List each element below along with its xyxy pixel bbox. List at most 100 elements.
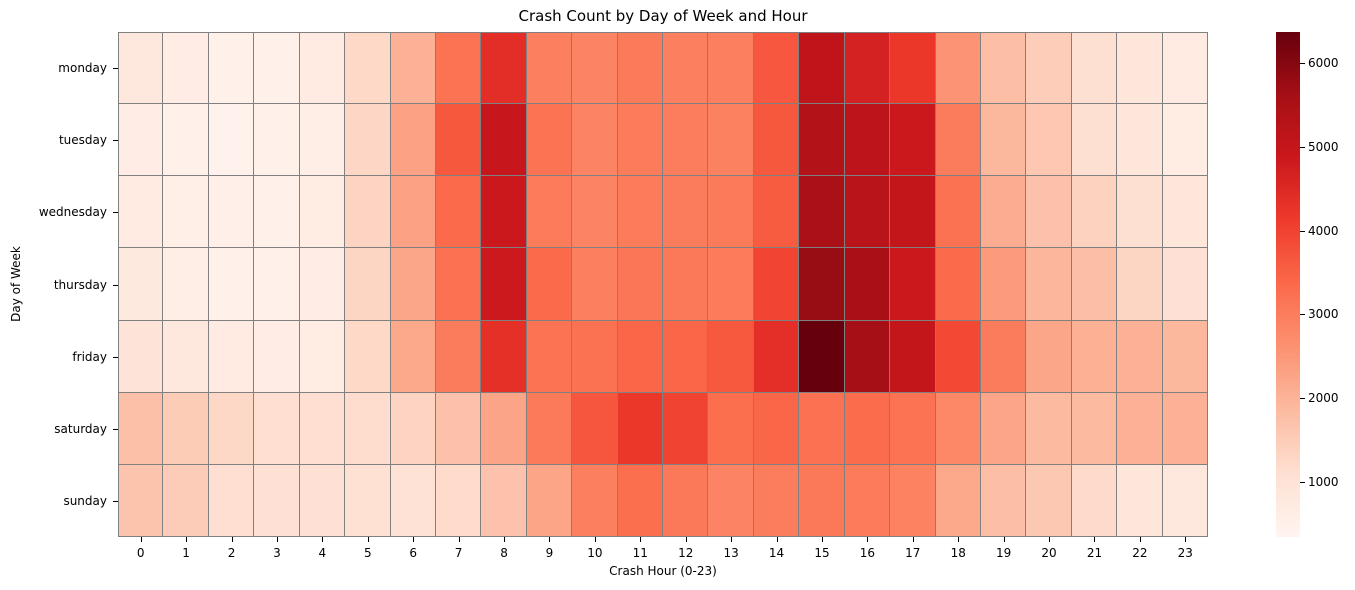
heatmap-cell xyxy=(299,176,346,249)
heatmap-cell xyxy=(163,176,209,249)
heatmap-cell xyxy=(435,32,482,105)
y-tick-mark xyxy=(113,212,118,214)
heatmap-cell xyxy=(481,32,527,105)
x-tick-mark xyxy=(776,537,778,542)
heatmap-cell xyxy=(118,176,164,249)
y-tick-label: monday xyxy=(58,61,107,76)
heatmap-cell xyxy=(1071,176,1118,249)
y-tick-label: friday xyxy=(72,349,107,364)
x-tick-label: 18 xyxy=(950,546,966,560)
heatmap-cell xyxy=(980,248,1027,321)
heatmap-cell xyxy=(526,248,573,321)
y-tick-label: thursday xyxy=(53,277,107,292)
heatmap-cell xyxy=(1117,392,1163,465)
heatmap-cell xyxy=(254,392,300,465)
heatmap-cell xyxy=(435,392,482,465)
heatmap-cell xyxy=(390,464,436,537)
heatmap-cell xyxy=(572,176,618,249)
heatmap-cell xyxy=(118,464,164,537)
heatmap-cell xyxy=(572,104,618,177)
x-tick-mark xyxy=(549,537,551,542)
x-tick-mark xyxy=(276,537,278,542)
heatmap-cell xyxy=(799,176,845,249)
heatmap-cell xyxy=(935,248,981,321)
heatmap-cell xyxy=(345,176,391,249)
x-tick-mark xyxy=(867,537,869,542)
heatmap-cell xyxy=(208,320,255,393)
heatmap-cell xyxy=(844,392,891,465)
heatmap-cell xyxy=(980,392,1027,465)
heatmap-cell xyxy=(753,464,800,537)
heatmap-cell xyxy=(208,32,255,105)
heatmap-cell xyxy=(299,392,346,465)
x-tick-mark xyxy=(1094,537,1096,542)
heatmap-cell xyxy=(844,32,891,105)
heatmap-cell xyxy=(799,320,845,393)
heatmap-cell xyxy=(753,104,800,177)
x-tick-mark xyxy=(1049,537,1051,542)
y-tick-mark xyxy=(113,428,118,430)
heatmap-cell xyxy=(753,392,800,465)
heatmap-cell xyxy=(254,104,300,177)
heatmap-cell xyxy=(208,104,255,177)
heatmap-cell xyxy=(254,32,300,105)
heatmap-cell xyxy=(390,392,436,465)
heatmap-cell xyxy=(572,320,618,393)
heatmap-cell xyxy=(1071,320,1118,393)
x-tick-mark xyxy=(458,537,460,542)
heatmap-grid xyxy=(118,32,1208,537)
x-tick-mark xyxy=(413,537,415,542)
heatmap-cell xyxy=(118,104,164,177)
heatmap-cell xyxy=(254,248,300,321)
heatmap-cell xyxy=(799,104,845,177)
heatmap-cell xyxy=(390,248,436,321)
heatmap-cell xyxy=(753,248,800,321)
heatmap-cell xyxy=(299,320,346,393)
heatmap-cell xyxy=(118,320,164,393)
heatmap-cell xyxy=(980,176,1027,249)
x-axis: 0 1 2 3 4 5 6 7 8 9 10 11 12 13 14 15 16 17 18 19 20 21 22 23 xyxy=(118,537,1208,560)
y-tick-mark xyxy=(113,68,118,70)
heatmap-cell xyxy=(890,392,936,465)
y-tick-label: sunday xyxy=(63,493,107,508)
x-tick-label: 20 xyxy=(1041,546,1057,560)
heatmap-cell xyxy=(708,104,754,177)
heatmap-cell xyxy=(617,320,663,393)
x-tick-mark xyxy=(640,537,642,542)
heatmap-cell xyxy=(390,320,436,393)
heatmap-cell xyxy=(708,320,754,393)
heatmap-cell xyxy=(617,176,663,249)
x-tick-mark xyxy=(731,537,733,542)
heatmap-cell xyxy=(1026,32,1072,105)
heatmap-cell xyxy=(708,32,754,105)
heatmap-cell xyxy=(435,248,482,321)
heatmap-cell xyxy=(1162,248,1208,321)
heatmap-cell xyxy=(299,248,346,321)
heatmap-cell xyxy=(1117,176,1163,249)
heatmap-cell xyxy=(617,248,663,321)
heatmap-cell xyxy=(663,392,709,465)
heatmap-cell xyxy=(799,464,845,537)
colorbar-tick-mark xyxy=(1300,482,1305,484)
heatmap-cell xyxy=(1071,248,1118,321)
heatmap-cell xyxy=(1026,320,1072,393)
heatmap-cell xyxy=(663,32,709,105)
x-tick-label: 9 xyxy=(545,546,554,560)
heatmap-cell xyxy=(1162,392,1208,465)
heatmap-cell xyxy=(617,464,663,537)
colorbar-tick-label: 3000 xyxy=(1308,307,1339,322)
x-tick-label: 4 xyxy=(318,546,327,560)
x-tick-label: 17 xyxy=(905,546,921,560)
heatmap-cell xyxy=(1071,32,1118,105)
heatmap-cell xyxy=(1162,176,1208,249)
heatmap-cell xyxy=(799,392,845,465)
x-tick-mark xyxy=(1185,537,1187,542)
heatmap-cell xyxy=(617,104,663,177)
x-tick-label: 16 xyxy=(859,546,876,560)
heatmap-cell xyxy=(935,392,981,465)
x-tick-label: 13 xyxy=(723,546,739,560)
heatmap-cell xyxy=(663,248,709,321)
x-tick-label: 7 xyxy=(454,546,463,560)
heatmap-cell xyxy=(799,32,845,105)
heatmap-cell xyxy=(345,392,391,465)
